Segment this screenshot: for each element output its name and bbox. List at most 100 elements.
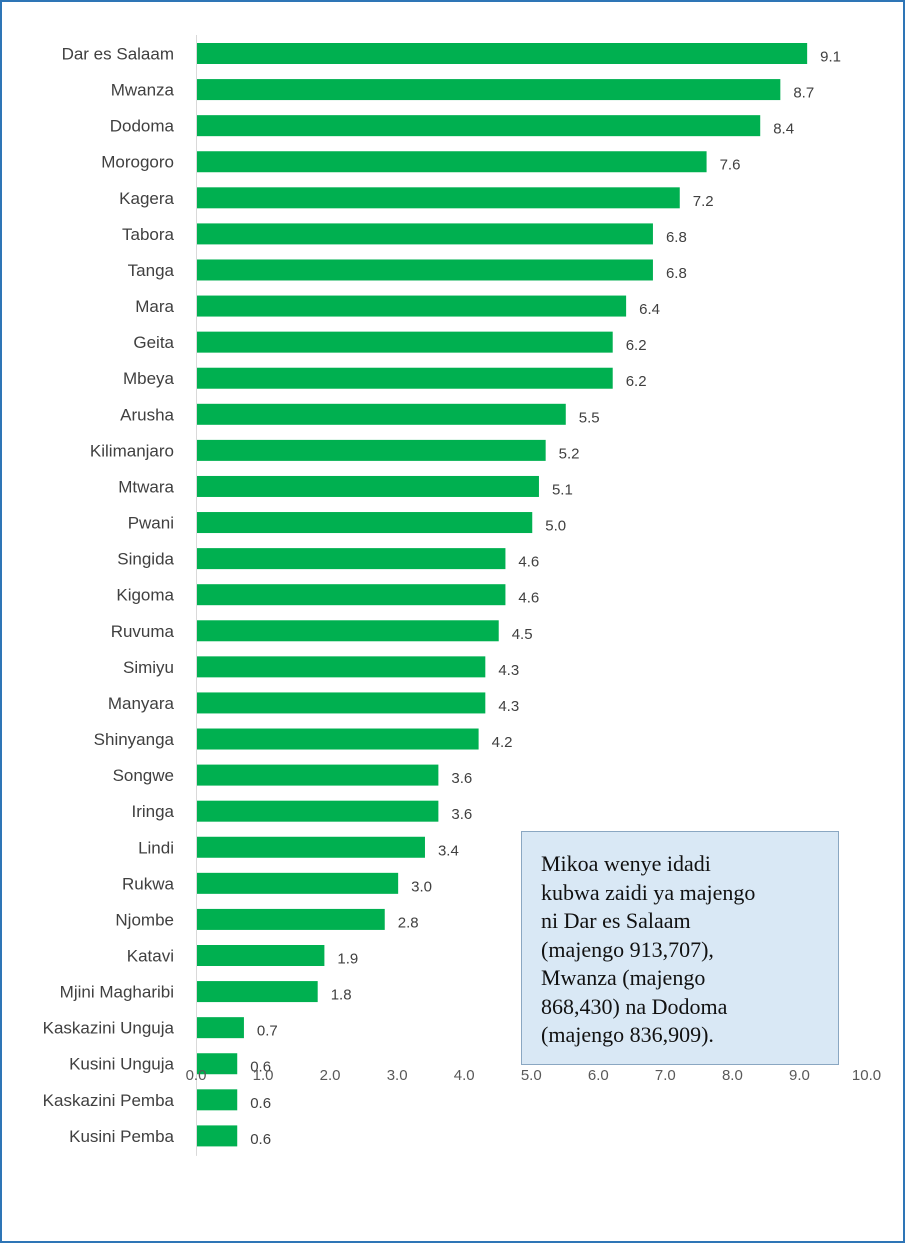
bar (197, 692, 486, 714)
data-label: 1.9 (337, 951, 358, 968)
data-label: 3.0 (411, 878, 432, 895)
bar (197, 367, 613, 389)
x-tick-label: 9.0 (789, 1067, 810, 1084)
annotation-line: ni Dar es Salaam (541, 908, 691, 933)
category-label: Kaskazini Pemba (43, 1091, 175, 1110)
bar (197, 584, 506, 606)
category-label: Tanga (128, 261, 175, 280)
data-label: 4.2 (492, 734, 513, 751)
category-label: Iringa (131, 802, 174, 821)
data-label: 2.8 (398, 914, 419, 931)
data-label: 4.6 (518, 590, 539, 607)
x-tick-label: 6.0 (588, 1067, 609, 1084)
category-label: Simiyu (123, 658, 174, 677)
annotation-line: 868,430) na Dodoma (541, 993, 728, 1019)
x-tick-label: 5.0 (521, 1067, 542, 1084)
x-tick-label: 8.0 (722, 1067, 743, 1084)
bar (197, 475, 539, 497)
annotation-line: (majengo 913,707), (541, 936, 714, 962)
category-label: Dar es Salaam (62, 45, 174, 64)
bar (197, 187, 680, 209)
bar (197, 512, 533, 534)
bar (197, 872, 399, 894)
category-label: Mjini Magharibi (60, 983, 174, 1002)
data-label: 4.3 (498, 698, 519, 715)
data-label: 6.8 (666, 229, 687, 246)
bar (197, 1053, 238, 1075)
data-label: 5.2 (559, 445, 580, 462)
x-tick-label: 7.0 (655, 1067, 676, 1084)
x-tick-label: 4.0 (454, 1067, 475, 1084)
category-label: Manyara (108, 694, 175, 713)
bar (197, 115, 761, 137)
category-label: Arusha (120, 405, 174, 424)
x-tick-label: 3.0 (387, 1067, 408, 1084)
bar (197, 656, 486, 678)
annotation-line: Mikoa wenye idadi (541, 851, 711, 876)
x-tick-label: 2.0 (320, 1067, 341, 1084)
category-label: Songwe (113, 766, 174, 785)
data-label: 0.6 (250, 1059, 271, 1076)
bar (197, 908, 385, 930)
bar (197, 836, 425, 858)
x-tick-label: 1.0 (253, 1067, 274, 1084)
data-label: 7.6 (720, 157, 741, 174)
category-label: Shinyanga (94, 730, 175, 749)
category-label: Singida (117, 550, 174, 569)
bar (197, 1017, 244, 1039)
data-label: 3.6 (451, 770, 472, 787)
data-label: 0.7 (257, 1023, 278, 1040)
data-label: 7.2 (693, 193, 714, 210)
annotation-line: (majengo 836,909). (541, 1022, 714, 1047)
bar (197, 764, 439, 786)
category-label: Kagera (119, 189, 174, 208)
data-label: 3.6 (451, 806, 472, 823)
annotation-line: Mwanza (majengo (541, 965, 706, 990)
bar (197, 43, 808, 64)
category-label: Lindi (138, 838, 174, 857)
category-label: Mtwara (118, 477, 174, 496)
data-label: 8.4 (773, 121, 794, 138)
bar (197, 151, 707, 173)
category-label: Katavi (127, 947, 174, 966)
bar (197, 1089, 238, 1111)
category-label: Dodoma (110, 117, 175, 136)
category-label: Tabora (122, 225, 175, 244)
annotation-line: kubwa zaidi ya majengo (541, 879, 756, 905)
bar (197, 548, 506, 570)
x-tick-label: 10.0 (852, 1067, 881, 1084)
data-label: 5.1 (552, 481, 573, 498)
category-label: Rukwa (122, 874, 175, 893)
data-label: 8.7 (793, 85, 814, 102)
data-label: 6.2 (626, 337, 647, 354)
data-label: 3.4 (438, 842, 459, 859)
category-label: Kilimanjaro (90, 441, 174, 460)
category-label: Kaskazini Unguja (43, 1019, 175, 1038)
plot-area: Dar es Salaam 9.1 Mwanza 8.7 Dodoma 8.4 Morogo… (43, 35, 881, 1156)
data-label: 5.5 (579, 409, 600, 426)
data-label: 1.8 (331, 987, 352, 1004)
category-label: Kusini Unguja (69, 1055, 174, 1074)
category-label: Mwanza (111, 81, 175, 100)
bar (197, 800, 439, 822)
category-label: Geita (133, 333, 174, 352)
data-label: 9.1 (820, 49, 841, 66)
bar (197, 945, 325, 966)
x-tick-label: 0.0 (186, 1067, 207, 1084)
category-label: Kusini Pemba (69, 1127, 174, 1146)
data-label: 6.8 (666, 265, 687, 282)
bar (197, 439, 546, 461)
category-label: Ruvuma (111, 622, 175, 641)
bar (197, 728, 479, 750)
category-label: Njombe (115, 910, 174, 929)
data-label: 5.0 (545, 518, 566, 535)
data-label: 4.6 (518, 554, 539, 571)
category-label: Pwani (128, 514, 174, 533)
category-label: Morogoro (101, 153, 174, 172)
data-label: 0.6 (250, 1131, 271, 1148)
annotation-box: Mikoa wenye idadi kubwa zaidi ya majengo… (521, 831, 839, 1065)
bar (197, 259, 653, 281)
bar (197, 1125, 238, 1147)
